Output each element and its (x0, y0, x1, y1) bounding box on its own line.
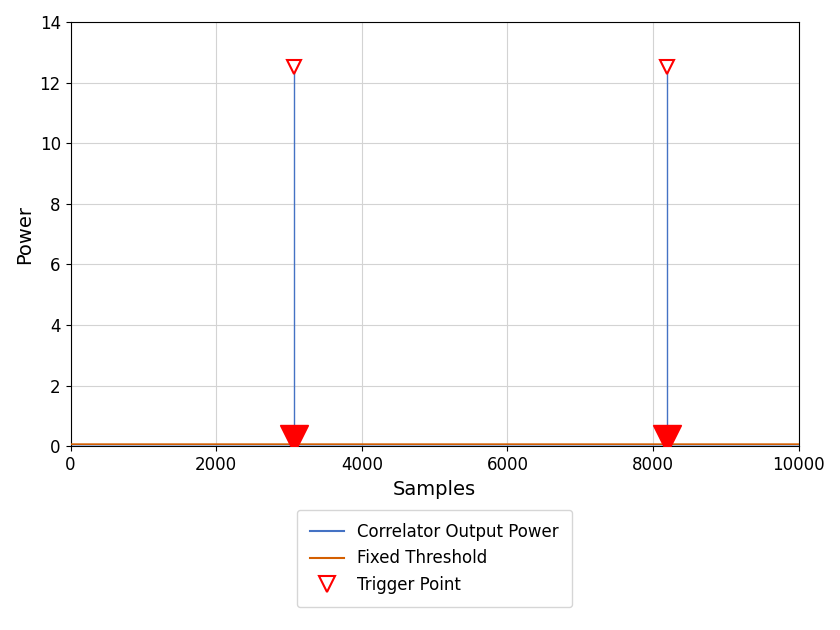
Fixed Threshold (422, 440, 432, 448)
Fixed Threshold (755, 440, 765, 448)
Correlator Output Power (96, 441, 106, 449)
Fixed Threshold (96, 440, 106, 448)
Fixed Threshold (109, 440, 119, 448)
Fixed Threshold (69, 440, 79, 448)
Trigger Point (289, 435, 299, 442)
Correlator Output Power (69, 441, 79, 449)
Correlator Output Power (755, 441, 765, 449)
Fixed Threshold (794, 440, 804, 448)
Correlator Output Power (208, 441, 218, 449)
Correlator Output Power (109, 441, 119, 449)
X-axis label: Samples: Samples (393, 479, 476, 498)
Correlator Output Power (66, 441, 76, 449)
Correlator Output Power (422, 441, 432, 449)
Correlator Output Power (794, 441, 804, 449)
Legend: Correlator Output Power, Fixed Threshold, Trigger Point: Correlator Output Power, Fixed Threshold… (297, 510, 572, 607)
Line: Trigger Point: Trigger Point (281, 425, 681, 452)
Trigger Point (662, 435, 672, 442)
Fixed Threshold (66, 440, 76, 448)
Fixed Threshold (208, 440, 218, 448)
Y-axis label: Power: Power (15, 205, 34, 263)
